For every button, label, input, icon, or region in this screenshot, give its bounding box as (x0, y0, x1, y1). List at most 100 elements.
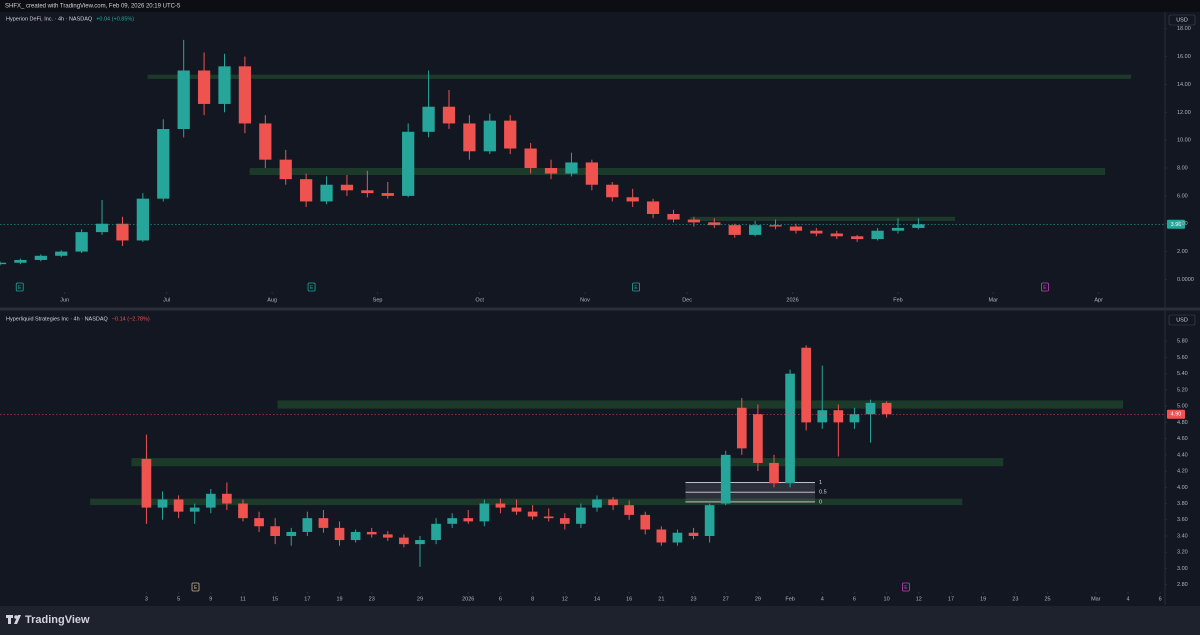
candle-body (14, 259, 27, 263)
candle-body (279, 159, 292, 180)
candle-body (912, 224, 925, 228)
event-label: E (194, 585, 198, 591)
fib-label: 0.5 (819, 490, 827, 496)
currency-box (1168, 314, 1196, 326)
candle-body (442, 106, 456, 124)
candle-body (402, 131, 415, 196)
x-tick-label: 6 (1159, 596, 1162, 602)
x-tick-label: Jul (163, 297, 170, 303)
chart-title: Hyperliquid Strategies Inc · 4h · NASDAQ (6, 316, 109, 322)
y-tick-label: 4.60 (1177, 436, 1188, 442)
candle-body (865, 402, 876, 415)
candle-body (559, 518, 570, 524)
candle-body (399, 537, 409, 545)
candle-body (817, 410, 828, 423)
candle-body (222, 493, 232, 504)
candle-body (891, 227, 905, 231)
candle-body (422, 106, 435, 132)
candle-body (238, 503, 248, 519)
y-tick-label: 6.00 (1177, 193, 1188, 199)
x-tick-label: 5 (177, 596, 180, 602)
x-tick-label: Nov (580, 297, 590, 303)
candle-body (334, 527, 345, 541)
event-label: E (18, 285, 22, 291)
candle-body (624, 505, 634, 515)
currency-label: USD (1176, 17, 1188, 23)
y-tick-label: 0.0000 (1177, 277, 1194, 283)
candle-body (270, 526, 280, 536)
candle-body (55, 251, 68, 256)
zone (147, 74, 1131, 79)
candle-body (447, 518, 457, 524)
y-tick-label: 2.00 (1177, 249, 1188, 255)
x-tick-label: 11 (240, 596, 246, 602)
candle-body (704, 505, 715, 536)
y-tick-label: 5.80 (1177, 339, 1188, 345)
y-tick-label: 3.40 (1177, 533, 1188, 539)
candle-body (116, 223, 129, 241)
x-tick-label: 12 (916, 596, 922, 602)
candle-body (881, 402, 892, 415)
y-tick-label: 4.00 (1177, 221, 1188, 227)
candle-body (300, 179, 313, 202)
candle-body (667, 213, 680, 220)
candle-body (0, 262, 7, 265)
candle-body (524, 148, 537, 169)
candle-body (34, 255, 47, 260)
y-tick-label: 8.00 (1177, 165, 1188, 171)
candle-body (801, 347, 811, 423)
candle-body (495, 503, 506, 508)
x-tick-label: Dec (682, 297, 692, 303)
event-label: E (634, 285, 638, 291)
candle-body (749, 225, 762, 235)
tv-logo (6, 615, 21, 624)
candle-body (626, 197, 639, 202)
chart-change: +0.04 (+0.85%) (96, 16, 134, 22)
candle-body (286, 531, 297, 536)
x-tick-label: 4 (821, 596, 824, 602)
x-tick-label: Mar (988, 297, 998, 303)
x-tick-label: 19 (336, 596, 342, 602)
candle-body (463, 518, 474, 522)
x-tick-label: 9 (209, 596, 212, 602)
event-marker (307, 282, 316, 292)
x-tick-label: 29 (417, 596, 423, 602)
event-marker (15, 282, 24, 292)
y-tick-label: 2.80 (1177, 582, 1188, 588)
x-tick-label: Feb (785, 596, 794, 602)
x-tick-label: 17 (948, 596, 954, 602)
event-marker (1041, 282, 1049, 292)
candle-body (483, 120, 496, 152)
x-tick-label: 8 (531, 596, 534, 602)
x-tick-label: 12 (562, 596, 568, 602)
y-tick-label: 4.80 (1177, 420, 1188, 426)
x-tick-label: Sep (373, 297, 383, 303)
candle-body (527, 511, 538, 517)
candle-body (479, 503, 490, 522)
y-tick-label: 5.00 (1177, 404, 1188, 410)
footer-brand: TradingView (25, 614, 90, 626)
event-label: E (310, 285, 314, 291)
candle-body (769, 462, 779, 484)
event-marker (632, 282, 640, 292)
candle-body (136, 198, 149, 241)
candle-body (608, 499, 618, 506)
x-tick-label: 6 (853, 596, 856, 602)
footer-bar (0, 606, 1200, 635)
y-tick-label: 3.00 (1177, 566, 1188, 572)
y-tick-label: 4.20 (1177, 469, 1188, 475)
zone (689, 216, 956, 221)
x-tick-label: 10 (884, 596, 890, 602)
y-tick-label: 3.60 (1177, 517, 1188, 523)
x-tick-label: 23 (1012, 596, 1018, 602)
candle-body (789, 226, 803, 231)
y-tick-label: 12.00 (1177, 110, 1191, 116)
y-tick-label: 4.00 (1177, 485, 1188, 491)
last-price-box (1167, 409, 1185, 419)
candle-body (544, 168, 558, 174)
candle-body (340, 184, 354, 191)
last-price-label: 3.96 (1171, 222, 1182, 228)
candle-body (431, 523, 441, 541)
candle-body (511, 507, 522, 512)
